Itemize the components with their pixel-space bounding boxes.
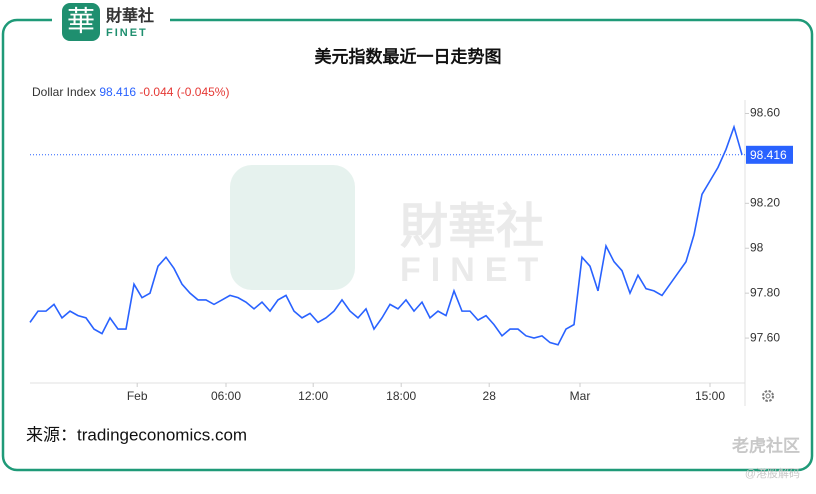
source: 来源：tradingeconomics.com (26, 425, 247, 444)
x-tick-label: Mar (570, 389, 591, 403)
y-tick-label: 98.20 (750, 195, 780, 209)
y-tick-label: 97.60 (750, 330, 780, 344)
x-tick-label: 06:00 (211, 389, 241, 403)
corner-handle: @港股解码 (745, 466, 800, 480)
y-tick-label: 98 (750, 240, 764, 254)
gear[interactable] (762, 390, 774, 402)
x-tick-label: 28 (483, 389, 497, 403)
card (1, 18, 814, 472)
y-tick-label: 98.60 (750, 106, 780, 120)
logo-badge (62, 3, 100, 41)
settings-icon[interactable] (762, 390, 774, 402)
change: -0.044 (-0.045%) (139, 85, 229, 99)
current-value: 98.416 (99, 85, 136, 99)
logo-mark: 華 (67, 5, 95, 38)
corner-brand: 老虎社区 (731, 435, 800, 455)
logo-sub: FINET (106, 27, 148, 39)
x-tick-label: Feb (127, 389, 148, 403)
watermark-name: 財華社 (400, 201, 544, 254)
gear-hub[interactable] (765, 393, 771, 399)
price-line (29, 124, 743, 346)
current-label: 98.416 (750, 148, 787, 162)
current-box (746, 145, 793, 164)
x-tick-label: 18:00 (386, 389, 416, 403)
watermark-badge (230, 165, 355, 290)
logo-name: 財華社 (106, 6, 154, 25)
series-name-text: Dollar Index (32, 85, 96, 99)
x-tick-label: 15:00 (695, 389, 725, 403)
series-name: Dollar Index 98.416 -0.044 (-0.045%) (32, 85, 229, 99)
chart-title: 美元指数最近一日走势图 (315, 46, 502, 66)
x-tick-label: 12:00 (298, 389, 328, 403)
y-tick-label: 97.80 (750, 285, 780, 299)
watermark-sub: FINET (400, 251, 548, 289)
